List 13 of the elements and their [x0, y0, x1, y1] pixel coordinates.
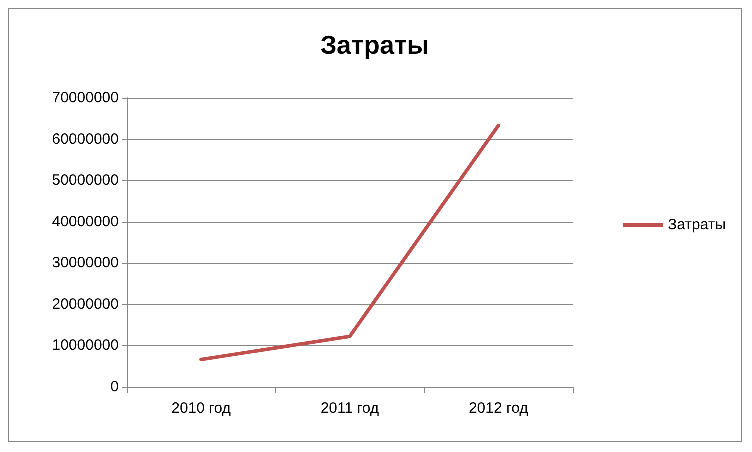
chart-title: Затраты — [320, 30, 430, 60]
y-tick-label: 40000000 — [52, 213, 119, 230]
y-tick-label: 70000000 — [52, 90, 119, 106]
x-tick-label: 2012 год — [468, 400, 529, 417]
y-tick-label: 10000000 — [52, 337, 119, 354]
x-tick-label: 2011 год — [320, 400, 380, 417]
x-tick-label: 2010 год — [172, 400, 232, 417]
y-tick-label: 20000000 — [52, 296, 119, 313]
y-tick-label: 50000000 — [52, 172, 119, 190]
y-tick-label: 0 — [110, 378, 119, 396]
legend-label: Затраты — [668, 216, 726, 234]
y-tick-label: 30000000 — [52, 254, 119, 272]
y-tick-label: 60000000 — [52, 130, 119, 148]
